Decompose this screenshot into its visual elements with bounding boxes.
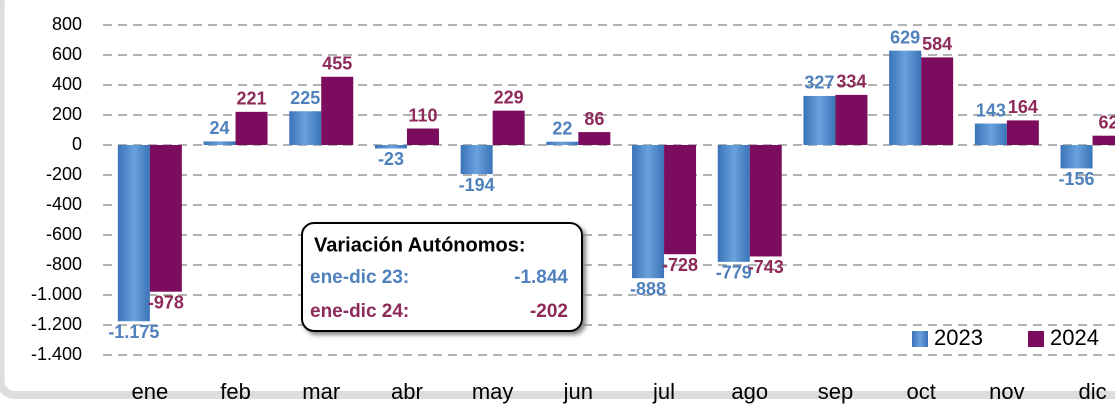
- legend-swatch: [912, 331, 928, 347]
- bar: [235, 111, 268, 145]
- x-tick-label: feb: [220, 379, 251, 404]
- value-label: -156: [1059, 169, 1095, 189]
- value-label: 225: [290, 88, 320, 108]
- y-tick-label: -1.200: [31, 314, 82, 334]
- y-tick-label: -600: [46, 224, 82, 244]
- x-tick-label: nov: [989, 379, 1024, 404]
- y-tick-label: 600: [52, 44, 82, 64]
- value-label: -978: [148, 292, 184, 312]
- annotation-value: -1.844: [514, 267, 568, 288]
- value-label: 22: [552, 118, 572, 138]
- value-label: -779: [716, 263, 752, 283]
- bar: [803, 95, 836, 145]
- value-label: 229: [494, 87, 524, 107]
- value-label: 455: [322, 54, 352, 74]
- legend-swatch: [1028, 331, 1044, 347]
- x-tick-label: abr: [391, 379, 423, 404]
- bar: [321, 76, 354, 145]
- bar: [203, 141, 236, 145]
- value-label: -743: [748, 257, 784, 277]
- bar: [1060, 145, 1093, 169]
- bar: [406, 128, 439, 145]
- value-label: 584: [922, 34, 952, 54]
- value-label: 143: [976, 100, 1006, 120]
- value-label: 62: [1099, 112, 1115, 132]
- value-label: 334: [836, 72, 866, 92]
- y-tick-label: 400: [52, 74, 82, 94]
- bar: [632, 145, 665, 279]
- annotation-value: -202: [530, 301, 568, 322]
- bar: [546, 141, 579, 145]
- bar: [149, 145, 182, 292]
- x-tick-label: jun: [563, 379, 593, 404]
- bar: [117, 145, 150, 322]
- y-tick-label: 200: [52, 104, 82, 124]
- y-tick-label: 0: [72, 134, 82, 154]
- y-tick-label: -1.400: [31, 344, 82, 364]
- value-label: 86: [584, 109, 604, 129]
- bar: [749, 145, 782, 257]
- x-tick-label: dic: [1078, 379, 1106, 404]
- bar: [664, 145, 697, 255]
- y-tick-label: -200: [46, 164, 82, 184]
- y-tick-label: -400: [46, 194, 82, 214]
- bar: [717, 145, 750, 262]
- bar: [374, 145, 407, 149]
- bar: [889, 50, 922, 145]
- y-tick-label: -1.000: [31, 284, 82, 304]
- legend-label: 2023: [934, 325, 983, 350]
- value-label: 24: [210, 118, 230, 138]
- legend-label: 2024: [1050, 325, 1099, 350]
- value-label: 164: [1008, 97, 1038, 117]
- x-tick-label: oct: [906, 379, 935, 404]
- annotation-title: Variación Autónomos:: [314, 234, 526, 256]
- value-label: 327: [804, 73, 834, 93]
- bar: [974, 123, 1007, 145]
- bar: [460, 145, 493, 175]
- y-tick-label: -800: [46, 254, 82, 274]
- value-label: 221: [237, 89, 267, 109]
- value-label: 110: [408, 105, 437, 125]
- value-label: -728: [662, 255, 698, 275]
- bar: [921, 57, 954, 145]
- x-tick-label: ene: [131, 379, 168, 404]
- x-tick-label: mar: [302, 379, 340, 404]
- value-label: -888: [630, 279, 666, 299]
- bar: [492, 110, 525, 145]
- x-tick-label: sep: [818, 379, 853, 404]
- annotation-label: ene-dic 24:: [310, 301, 409, 322]
- x-tick-label: may: [472, 379, 514, 404]
- value-label: 629: [890, 27, 920, 47]
- bar: [1092, 135, 1115, 145]
- value-label: -23: [378, 149, 404, 169]
- bar: [1006, 120, 1039, 145]
- bar: [578, 132, 611, 145]
- x-tick-label: jul: [652, 379, 675, 404]
- annotation-frame: [301, 222, 583, 332]
- value-label: -194: [459, 175, 495, 195]
- annotation-box: Variación Autónomos: ene-dic 23: -1.844 …: [301, 222, 583, 332]
- x-tick-label: ago: [731, 379, 768, 404]
- annotation-label: ene-dic 23:: [310, 267, 409, 288]
- value-label: -1.175: [108, 322, 159, 342]
- y-tick-label: 800: [52, 14, 82, 34]
- bar: [289, 111, 322, 145]
- bar: [835, 94, 868, 145]
